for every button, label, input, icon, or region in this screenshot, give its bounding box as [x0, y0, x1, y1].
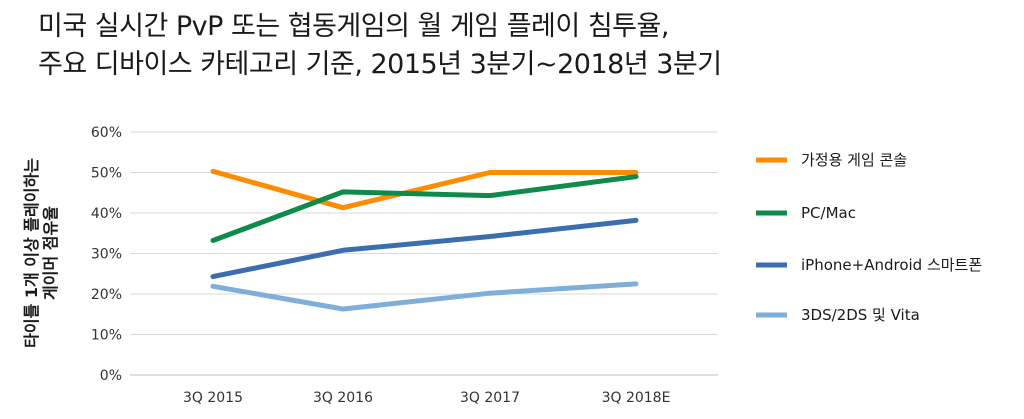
- legend-label: PC/Mac: [801, 204, 856, 222]
- y-tick-label: 40%: [91, 206, 122, 222]
- x-tick-label: 3Q 2018E: [602, 390, 671, 406]
- x-tick-label: 3Q 2017: [460, 390, 520, 406]
- x-tick-label: 3Q 2015: [183, 390, 243, 406]
- y-tick-label: 30%: [91, 247, 122, 263]
- legend-label: iPhone+Android 스마트폰: [801, 256, 982, 274]
- chart-title: 미국 실시간 PvP 또는 협동게임의 월 게임 플레이 침투율, 주요 디바이…: [38, 8, 998, 84]
- y-tick-label: 0%: [100, 368, 122, 384]
- series-line-0: [210, 168, 639, 211]
- y-axis-title-line: 게이머 점유율: [41, 206, 60, 300]
- chart-title-line-1: 미국 실시간 PvP 또는 협동게임의 월 게임 플레이 침투율,: [38, 11, 669, 42]
- series-line-3: [210, 281, 639, 312]
- y-tick-label: 50%: [91, 166, 122, 182]
- y-tick-label: 60%: [91, 125, 122, 141]
- legend-label: 3DS/2DS 및 Vita: [801, 306, 920, 324]
- y-axis-title-line: 타이틀 1개 이상 플레이하는: [22, 158, 41, 348]
- chart-title-line-2: 주요 디바이스 카테고리 기준, 2015년 3분기~2018년 3분기: [38, 49, 722, 80]
- y-tick-label: 10%: [91, 328, 122, 344]
- legend-label: 가정용 게임 콘솔: [801, 151, 907, 169]
- y-tick-label: 20%: [91, 287, 122, 303]
- series-line-1: [210, 174, 639, 243]
- series-line-2: [210, 217, 639, 280]
- x-tick-label: 3Q 2016: [313, 390, 373, 406]
